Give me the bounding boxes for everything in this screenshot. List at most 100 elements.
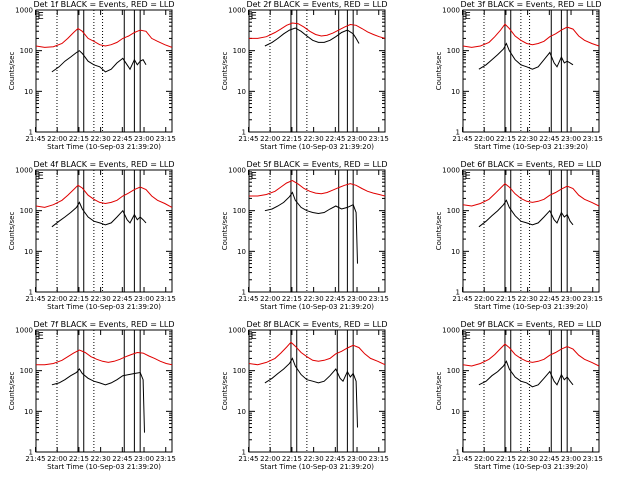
y-tick-label: 1000: [15, 167, 33, 175]
x-tick-label: 22:15: [282, 455, 302, 463]
y-axis-label: Counts/sec: [8, 52, 16, 91]
x-axis-label: Start Time (10-Sep-03 21:39:20): [474, 143, 588, 151]
panel-title: Det 4f BLACK = Events, RED = LLD: [33, 160, 174, 169]
x-axis-label: Start Time (10-Sep-03 21:39:20): [47, 143, 161, 151]
x-tick-label: 22:30: [91, 135, 111, 143]
x-tick-label: 23:00: [134, 135, 154, 143]
series-line-lld: [248, 341, 386, 366]
series-line-events: [264, 191, 358, 264]
plot-frame: [35, 9, 173, 133]
y-tick-label: 1: [242, 129, 246, 137]
y-tick-label: 10: [237, 408, 246, 416]
y-tick-label: 1000: [442, 327, 460, 335]
x-tick-label: 21:45: [238, 455, 258, 463]
x-tick-label: 22:00: [474, 135, 494, 143]
y-tick-label: 100: [233, 47, 246, 55]
panel-title: Det 7f BLACK = Events, RED = LLD: [33, 320, 174, 329]
x-tick-label: 22:00: [47, 295, 67, 303]
series-line-events: [51, 201, 147, 228]
y-tick-label: 10: [451, 408, 460, 416]
flag-label: E: [464, 171, 470, 182]
panel-det-7: Det 7f BLACK = Events, RED = LLD Counts/s…: [8, 320, 176, 471]
x-tick-label: 22:00: [474, 295, 494, 303]
x-tick-label: 22:30: [91, 295, 111, 303]
flag-label: E: [464, 11, 470, 22]
x-axis-label: Start Time (10-Sep-03 21:39:20): [47, 463, 161, 471]
y-axis-label: Counts/sec: [8, 372, 16, 411]
x-tick-label: 21:45: [25, 455, 45, 463]
x-tick-label: 22:15: [69, 295, 89, 303]
x-tick-label: 23:00: [561, 295, 581, 303]
series-line-lld: [462, 183, 600, 207]
x-tick-label: 22:30: [304, 455, 324, 463]
flag-label: E: [250, 171, 256, 182]
y-axis-label: Counts/sec: [221, 372, 229, 411]
x-tick-label: 23:15: [369, 455, 389, 463]
y-tick-label: 1: [242, 289, 246, 297]
y-tick-label: 10: [24, 408, 33, 416]
y-tick-label: 1000: [15, 327, 33, 335]
y-tick-label: 1: [29, 129, 33, 137]
y-tick-label: 1: [456, 129, 460, 137]
x-tick-label: 22:00: [47, 455, 67, 463]
y-tick-label: 1000: [228, 167, 246, 175]
panel-title: Det 8f BLACK = Events, RED = LLD: [246, 320, 387, 329]
x-tick-label: 22:15: [282, 295, 302, 303]
series-line-lld: [35, 184, 173, 208]
y-tick-label: 1: [456, 449, 460, 457]
x-tick-label: 22:15: [69, 455, 89, 463]
x-tick-label: 22:30: [304, 135, 324, 143]
panel-title: Det 2f BLACK = Events, RED = LLD: [246, 0, 387, 9]
y-axis-label: Counts/sec: [221, 52, 229, 91]
x-tick-label: 22:30: [304, 295, 324, 303]
y-tick-label: 100: [20, 47, 33, 55]
y-tick-label: 1000: [442, 167, 460, 175]
flag-label: E: [250, 331, 256, 342]
x-tick-label: 23:15: [156, 135, 176, 143]
y-tick-label: 1: [456, 289, 460, 297]
x-tick-label: 22:15: [496, 135, 516, 143]
x-tick-label: 22:45: [112, 135, 132, 143]
plot-frame: [248, 9, 386, 133]
x-tick-label: 22:15: [496, 455, 516, 463]
panel-title: Det 3f BLACK = Events, RED = LLD: [460, 0, 601, 9]
x-tick-label: 22:45: [539, 135, 559, 143]
x-tick-label: 22:30: [518, 455, 538, 463]
y-tick-label: 100: [233, 207, 246, 215]
x-axis-label: Start Time (10-Sep-03 21:39:20): [474, 463, 588, 471]
series-line-events: [478, 360, 574, 388]
panel-det-1: Det 1f BLACK = Events, RED = LLD Counts/s…: [8, 0, 176, 151]
x-axis-label: Start Time (10-Sep-03 21:39:20): [260, 463, 374, 471]
series-line-lld: [249, 180, 386, 197]
plot-frame: [462, 329, 600, 453]
y-axis-label: Counts/sec: [435, 212, 443, 251]
x-tick-label: 23:00: [347, 455, 367, 463]
y-tick-label: 100: [447, 47, 460, 55]
x-tick-label: 22:00: [260, 295, 280, 303]
y-axis-label: Counts/sec: [435, 52, 443, 91]
x-tick-label: 21:45: [238, 295, 258, 303]
panel-det-4: Det 4f BLACK = Events, RED = LLD Counts/s…: [8, 160, 176, 311]
x-axis-label: Start Time (10-Sep-03 21:39:20): [260, 303, 374, 311]
panel-title: Det 1f BLACK = Events, RED = LLD: [33, 0, 174, 9]
flag-label: E: [37, 171, 43, 182]
plot-frame: [35, 169, 173, 293]
series-line-events: [264, 27, 360, 47]
y-tick-label: 1: [29, 289, 33, 297]
plot-frame: [248, 169, 386, 293]
x-tick-label: 22:30: [518, 295, 538, 303]
y-tick-label: 1000: [228, 7, 246, 15]
x-tick-label: 22:00: [474, 455, 494, 463]
panel-det-2: Det 2f BLACK = Events, RED = LLD Counts/s…: [221, 0, 389, 151]
plot-frame: [462, 9, 600, 133]
y-tick-label: 100: [20, 367, 33, 375]
series-line-lld: [462, 343, 600, 367]
y-tick-label: 100: [20, 207, 33, 215]
x-tick-label: 23:00: [134, 295, 154, 303]
y-tick-label: 10: [24, 248, 33, 256]
x-tick-label: 21:45: [452, 135, 472, 143]
y-tick-label: 1: [242, 449, 246, 457]
plot-frame: [462, 169, 600, 293]
x-tick-label: 21:45: [452, 455, 472, 463]
